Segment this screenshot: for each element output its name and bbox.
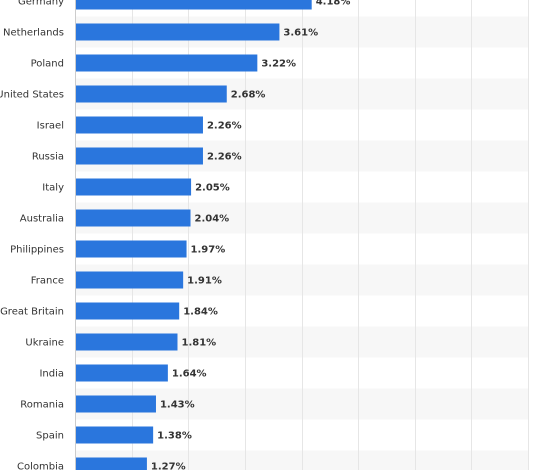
value-label: 1.43% — [160, 400, 195, 411]
category-label: Ukraine — [25, 338, 64, 349]
category-label: Colombia — [17, 462, 64, 470]
bar — [76, 364, 168, 382]
value-label: 2.04% — [195, 214, 230, 225]
bar — [76, 333, 178, 351]
bar — [76, 54, 258, 72]
value-label: 2.26% — [207, 152, 242, 163]
category-label: United States — [0, 90, 64, 101]
value-label: 1.84% — [183, 307, 218, 318]
category-label: Great Britain — [0, 307, 64, 318]
value-label: 1.64% — [172, 369, 207, 380]
value-label: 4.18% — [316, 0, 351, 8]
bar — [76, 209, 191, 227]
category-label: Romania — [20, 400, 64, 411]
bar — [76, 426, 154, 444]
category-label: Spain — [36, 431, 64, 442]
category-label: Italy — [42, 183, 64, 194]
category-label: Israel — [37, 121, 64, 132]
value-label: 1.27% — [151, 462, 186, 470]
bar — [76, 302, 180, 320]
category-label: Australia — [20, 214, 64, 225]
bar — [76, 178, 192, 196]
bar — [76, 271, 184, 289]
bar — [76, 116, 203, 134]
bar — [76, 23, 280, 41]
bar — [76, 147, 203, 165]
value-label: 2.68% — [231, 90, 266, 101]
value-label: 1.38% — [157, 431, 192, 442]
category-label: Russia — [32, 152, 64, 163]
bar — [76, 395, 156, 413]
bar — [76, 85, 227, 103]
value-label: 1.91% — [187, 276, 222, 287]
category-label: India — [39, 369, 64, 380]
category-label: Philippines — [10, 245, 64, 256]
category-label: Netherlands — [3, 28, 64, 39]
value-label: 1.81% — [181, 338, 216, 349]
category-label: France — [31, 276, 64, 287]
value-label: 3.22% — [261, 59, 296, 70]
bar — [76, 457, 147, 470]
category-label: Poland — [31, 59, 64, 70]
bar — [76, 0, 312, 10]
category-label: Germany — [18, 0, 64, 8]
value-label: 1.97% — [191, 245, 226, 256]
value-label: 2.05% — [195, 183, 230, 194]
value-label: 3.61% — [283, 28, 318, 39]
bar — [76, 240, 187, 258]
value-label: 2.26% — [207, 121, 242, 132]
